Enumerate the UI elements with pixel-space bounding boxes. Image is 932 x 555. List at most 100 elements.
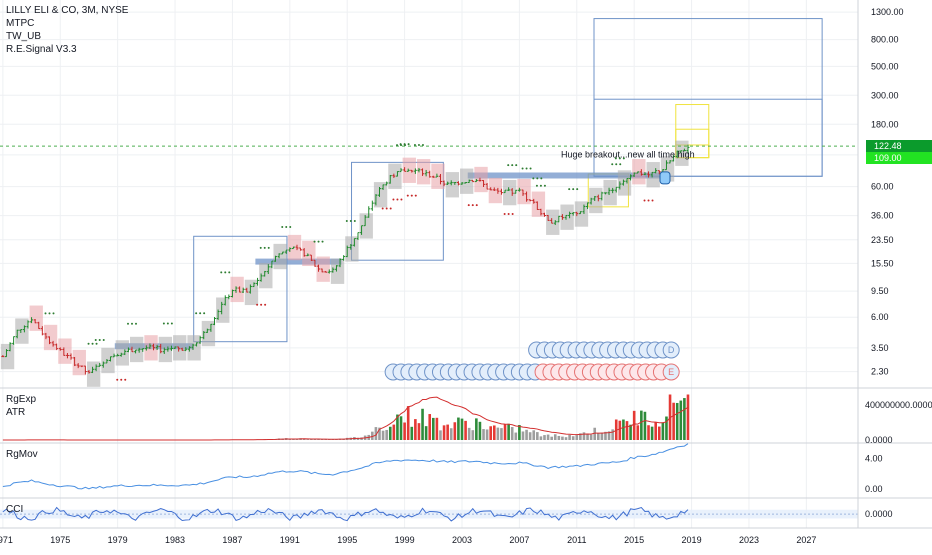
signal-dot [515,164,517,166]
chart-legend[interactable]: LILLY ELI & CO, 3M, NYSE MTPC TW_UB R.E.… [6,4,128,56]
time-tick-label: 1975 [50,535,70,545]
time-tick-label: 2019 [682,535,702,545]
rgexp-bar [597,433,600,440]
signal-dot [322,241,324,243]
rgexp-bar [647,425,650,440]
rgexp-bar [393,425,396,440]
signal-dot [256,304,258,306]
rgexp-bar [676,403,679,440]
indicator-re-signal[interactable]: R.E.Signal V3.3 [6,43,128,56]
rgexp-bar [601,433,604,440]
rgexp-bar [486,429,489,440]
signal-dot [504,213,506,215]
time-tick-label: 1979 [108,535,128,545]
symbol-line[interactable]: LILLY ELI & CO, 3M, NYSE [6,4,128,17]
shade-block [58,339,71,364]
time-tick-label: 1995 [337,535,357,545]
signal-dot [289,226,291,228]
signal-dot [220,271,222,273]
signal-dot [260,304,262,306]
signal-dot [648,199,650,201]
time-tick-label: 2007 [509,535,529,545]
signal-dot [532,177,534,179]
grid [0,0,858,528]
signal-dot [163,322,165,324]
rgexp-bar [680,401,683,440]
rgexp-bar [522,431,525,440]
rgexp-bar [410,427,413,440]
rgexp-label: RgExp [6,393,36,406]
price-tick-label: 9.50 [871,286,889,296]
signal-dot [318,241,320,243]
rgmov-label: RgMov [6,448,38,461]
price-tick-label: 60.00 [871,182,894,192]
signal-dot [53,312,55,314]
shade-block [87,362,100,387]
rgexp-pane-title[interactable]: RgExp ATR [6,393,36,419]
price-tick-label: 36.00 [871,211,894,221]
rgmov-line [3,444,688,489]
shade-block [460,169,473,194]
rgexp-bar [407,406,410,440]
rgexp-bar [418,423,421,440]
rgexp-bar [489,426,492,440]
signal-dot [131,323,133,325]
rgexp-bar [436,418,439,440]
indicator-mtpc[interactable]: MTPC [6,17,128,30]
rgexp-bar [687,395,690,441]
signal-dot [268,247,270,249]
rgexp-bar [633,411,636,440]
rgexp-bar [550,437,553,440]
rgexp-bar [468,428,471,440]
signal-dot [400,143,402,145]
shade-block [489,178,502,203]
rgexp-bar [507,424,510,440]
rgexp-bar [622,420,625,440]
price-tick-label: 3.50 [871,343,889,353]
rgexp-bar [672,403,675,440]
signal-dot [260,247,262,249]
rgexp-bar [475,418,478,440]
pane-tick-label: 400000000.0000 [865,400,932,410]
rgexp-bar [575,435,578,440]
signal-dot [536,185,538,187]
time-tick-label: 2027 [796,535,816,545]
signal-dot [619,157,621,159]
pane-tick-label: 0.00 [865,484,883,494]
signal-dot [45,312,47,314]
rgexp-bar [658,427,661,440]
signal-dot [195,312,197,314]
signal-dot [476,204,478,206]
shade-block [546,210,559,235]
last-price-label: 122.48 [874,141,902,151]
signal-dot [199,312,201,314]
rgexp-bar [428,414,431,440]
rgmov-pane-title[interactable]: RgMov [6,448,38,461]
signal-dot [411,195,413,197]
time-tick-label: 1983 [165,535,185,545]
signal-dot [512,213,514,215]
cci-pane-title[interactable]: CCI [6,503,23,516]
rgexp-bar [515,433,518,440]
rgexp-bar [450,428,453,440]
signal-dot [167,322,169,324]
rgexp-bar [306,439,309,440]
pane-tick-label: 0.0000 [865,509,893,519]
indicator-tw-ub[interactable]: TW_UB [6,30,128,43]
rgexp-bar [561,437,564,440]
signal-dot [530,168,532,170]
signal-dot [314,241,316,243]
price-tick-label: 500.00 [871,61,899,71]
signal-dot [407,195,409,197]
rgexp-bar [457,418,460,440]
time-tick-label: 2023 [739,535,759,545]
rgexp-bar [629,425,632,440]
signal-dot [49,312,51,314]
rgexp-bar [568,435,571,440]
signal-dot [623,157,625,159]
signal-dot [507,164,509,166]
signal-dot [88,343,90,345]
